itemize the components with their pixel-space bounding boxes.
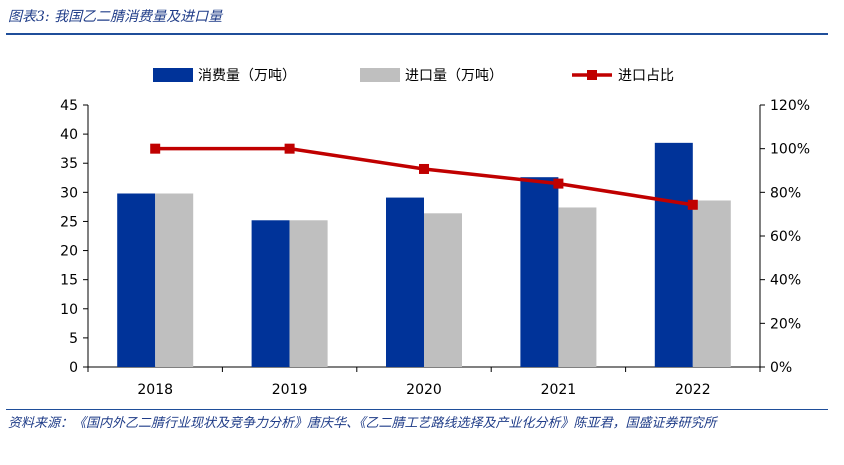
x-tick-label: 2022 [675, 382, 711, 398]
left-tick-label: 0 [69, 360, 78, 376]
import-bar [289, 220, 328, 367]
import-bar [424, 213, 462, 367]
left-tick-label: 15 [60, 273, 78, 289]
bars [117, 142, 731, 367]
right-tick-label: 100% [770, 142, 810, 158]
right-axis: 0% 20% 40% 60% 80% 100% 120% [759, 98, 810, 376]
left-tick-label: 25 [60, 214, 78, 230]
right-tick-label: 60% [770, 229, 801, 245]
legend-import-swatch [360, 68, 400, 82]
right-tick-label: 0% [770, 360, 792, 376]
legend-import-label: 进口量（万吨） [405, 68, 503, 84]
right-tick-label: 20% [770, 316, 801, 332]
x-tick-label: 2020 [406, 382, 442, 398]
x-axis: 2018 2019 2020 2021 2022 [87, 366, 761, 398]
x-tick-label: 2019 [272, 382, 308, 398]
legend-consumption-label: 消费量（万吨） [198, 68, 296, 84]
figure-title: 图表3: 我国乙二腈消费量及进口量 [8, 9, 223, 25]
left-tick-label: 45 [60, 98, 78, 114]
consumption-bar [386, 197, 424, 367]
share-point [687, 199, 698, 210]
share-point [419, 163, 429, 174]
source-note: 资料来源：《国内外乙二腈行业现状及竞争力分析》唐庆华、《乙二腈工艺路线选择及产业… [8, 416, 717, 431]
left-tick-label: 20 [60, 244, 78, 260]
left-tick-label: 35 [60, 156, 78, 172]
right-tick-label: 120% [770, 98, 810, 114]
share-point [150, 143, 161, 154]
consumption-bar [654, 142, 693, 367]
left-tick-label: 30 [60, 185, 78, 201]
source-divider [6, 409, 828, 410]
legend: 消费量（万吨） 进口量（万吨） 进口占比 [153, 68, 674, 84]
left-tick-label: 5 [69, 331, 78, 347]
legend-share-marker [587, 70, 597, 80]
title-divider [6, 33, 828, 35]
right-tick-label: 40% [770, 273, 801, 289]
legend-consumption-swatch [153, 68, 193, 82]
x-tick-label: 2021 [541, 382, 577, 398]
share-point [284, 143, 295, 154]
import-bar [155, 193, 194, 367]
consumption-bar [117, 193, 156, 367]
consumption-bar [520, 177, 559, 367]
share-line [150, 143, 698, 210]
consumption-bar [251, 220, 290, 367]
left-tick-label: 40 [60, 127, 78, 143]
right-tick-label: 80% [770, 185, 801, 201]
import-bar [692, 200, 731, 367]
left-axis: 0 5 10 15 20 25 30 35 40 45 [60, 98, 89, 376]
share-point [553, 178, 564, 189]
share-line-path [155, 146, 694, 207]
x-tick-label: 2018 [137, 382, 173, 398]
import-bar [558, 207, 597, 367]
legend-share-label: 进口占比 [618, 68, 674, 84]
left-tick-label: 10 [60, 302, 78, 318]
